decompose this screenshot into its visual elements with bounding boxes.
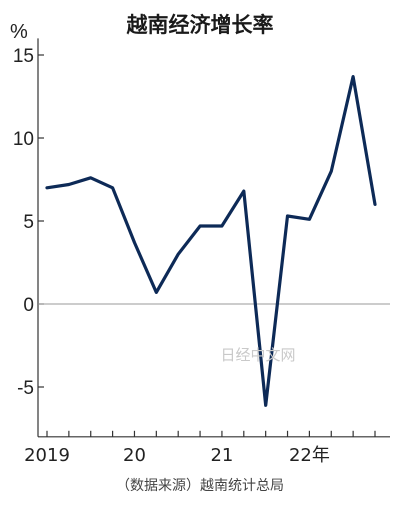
x-year-label: 21 xyxy=(210,445,233,466)
x-year-label: 2019 xyxy=(24,445,70,466)
y-tick-label: -5 xyxy=(17,378,34,399)
y-tick-label: 15 xyxy=(13,46,34,67)
chart-title: 越南经济增长率 xyxy=(126,13,274,37)
y-unit-label: % xyxy=(10,21,28,43)
series-line xyxy=(45,75,377,407)
source-note: （数据来源）越南统计总局 xyxy=(116,478,284,494)
x-year-label: 22年 xyxy=(289,445,330,466)
watermark: 日经中文网 xyxy=(220,346,295,364)
axes xyxy=(37,38,390,438)
y-tick-label: 10 xyxy=(13,129,34,150)
series-layer xyxy=(45,75,377,407)
y-axis-ticks: -5 0 5 10 15 xyxy=(13,46,44,399)
x-axis-ticks: 2019 20 21 22年 xyxy=(24,430,376,466)
x-year-label: 20 xyxy=(123,445,146,466)
y-tick-label: 0 xyxy=(23,295,34,316)
y-tick-label: 5 xyxy=(23,212,34,233)
